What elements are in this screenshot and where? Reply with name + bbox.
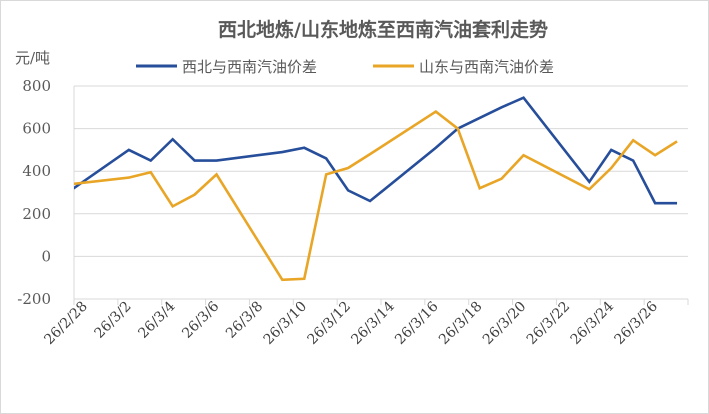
legend-label-northwest: 西北与西南汽油价差 bbox=[182, 58, 317, 76]
legend: 西北与西南汽油价差 山东与西南汽油价差 bbox=[136, 58, 554, 76]
x-tick-label: 26/3/2 bbox=[92, 299, 135, 342]
y-axis-unit-label: 元/吨 bbox=[15, 49, 50, 67]
x-tick-label: 26/3/20 bbox=[480, 299, 529, 348]
x-tick-label: 26/3/14 bbox=[348, 298, 398, 348]
x-tick-label: 26/3/18 bbox=[436, 299, 485, 348]
y-tick-label: 600 bbox=[22, 120, 51, 138]
y-tick-label: 200 bbox=[22, 205, 51, 223]
x-tick-label: 26/3/6 bbox=[179, 298, 222, 341]
x-tick-label: 26/3/22 bbox=[524, 299, 573, 348]
x-tick-label: 26/3/10 bbox=[261, 299, 310, 348]
y-tick-label: 0 bbox=[41, 247, 51, 265]
series-line-1 bbox=[74, 109, 678, 282]
x-tick-label: 26/3/4 bbox=[135, 298, 178, 341]
y-tick-label: -200 bbox=[17, 290, 51, 308]
y-tick-label: 800 bbox=[22, 77, 51, 95]
chart-title: 西北地炼/山东地炼至西南汽油套利走势 bbox=[218, 18, 548, 41]
x-tick-label: 26/3/8 bbox=[223, 299, 266, 342]
legend-label-shandong: 山东与西南汽油价差 bbox=[419, 58, 554, 76]
x-tick-label: 26/3/12 bbox=[304, 299, 353, 348]
y-tick-label: 400 bbox=[22, 162, 51, 180]
x-tick-label: 26/3/26 bbox=[611, 298, 661, 348]
x-tick-label: 26/3/24 bbox=[568, 298, 618, 348]
x-tick-label: 26/3/16 bbox=[392, 298, 442, 348]
